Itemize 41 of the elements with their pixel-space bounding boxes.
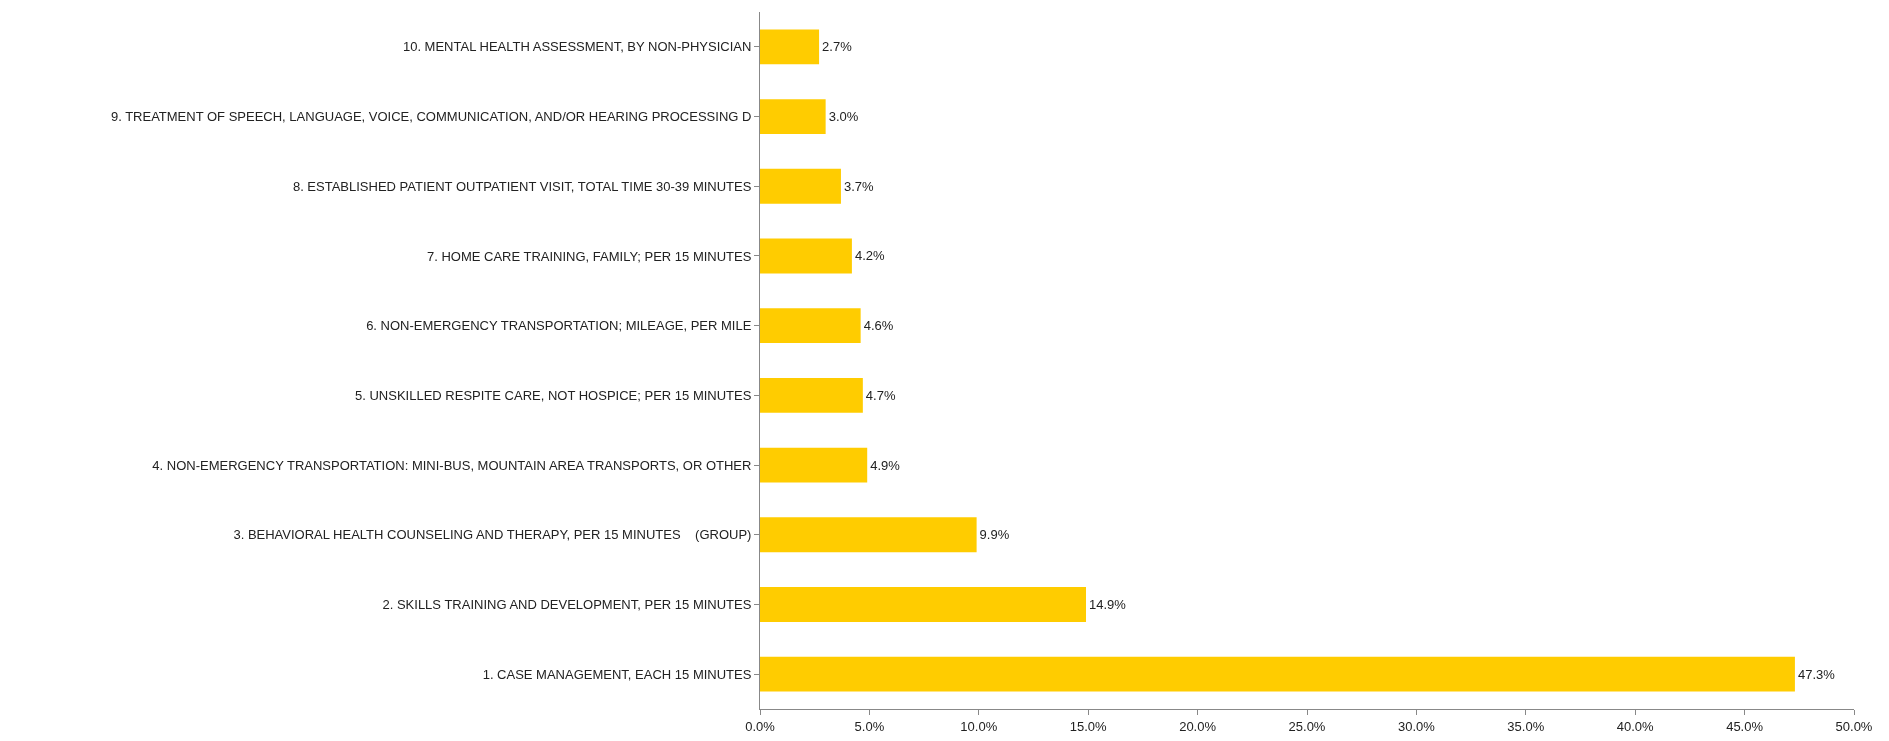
data-label: 2.7% xyxy=(822,39,853,55)
x-tick-label: 30.0% xyxy=(1397,718,1436,734)
x-tick-label: 10.0% xyxy=(960,718,998,734)
bar xyxy=(760,517,977,553)
y-tick-label: 4. NON-EMERGENCY TRANSPORTATION: MINI-BUS, MOUNTAIN AREA TRANSPORTS, OR OTHER xyxy=(152,457,752,473)
bar xyxy=(760,168,841,204)
bar xyxy=(760,447,868,483)
y-tick-label: 1. CASE MANAGEMENT, EACH 15 MINUTES xyxy=(482,666,752,682)
x-tick-label: 0.0% xyxy=(745,718,776,734)
data-label: 4.6% xyxy=(863,318,894,334)
x-tick-label: 50.0% xyxy=(1835,718,1873,734)
bar xyxy=(760,99,826,134)
data-label: 9.9% xyxy=(979,527,1010,543)
y-tick-label: 8. ESTABLISHED PATIENT OUTPATIENT VISIT, TOTAL TIME 30-39 MINUTES xyxy=(292,178,752,194)
data-label: 47.3% xyxy=(1797,666,1836,682)
y-tick-label: 10. MENTAL HEALTH ASSESSMENT, BY NON-PHYSICIAN xyxy=(402,39,752,55)
bar xyxy=(760,656,1795,692)
data-label: 3.7% xyxy=(843,178,875,194)
bar xyxy=(760,238,852,274)
data-label: 3.0% xyxy=(828,109,859,125)
bar xyxy=(760,308,861,344)
x-tick-label: 5.0% xyxy=(854,718,885,734)
y-tick-label: 9. TREATMENT OF SPEECH, LANGUAGE, VOICE, COMMUNICATION, AND/OR HEARING PROCESSING D xyxy=(110,109,752,125)
bar xyxy=(760,377,863,413)
y-tick-label: 7. HOME CARE TRAINING, FAMILY; PER 15 MINUTES xyxy=(426,248,752,264)
x-tick-label: 35.0% xyxy=(1507,718,1545,734)
x-tick-label: 20.0% xyxy=(1179,718,1217,734)
bar xyxy=(760,587,1087,622)
bar xyxy=(760,29,820,65)
x-tick-label: 15.0% xyxy=(1069,718,1108,734)
data-label: 4.7% xyxy=(865,387,896,403)
x-tick-label: 45.0% xyxy=(1726,718,1764,734)
data-label: 4.9% xyxy=(870,457,901,473)
y-tick-label: 6. NON-EMERGENCY TRANSPORTATION; MILEAGE, PER MILE xyxy=(366,318,752,334)
data-label: 4.2% xyxy=(854,248,885,264)
y-tick-label: 2. SKILLS TRAINING AND DEVELOPMENT, PER 15 MINUTES xyxy=(382,597,752,612)
y-tick-label: 3. BEHAVIORAL HEALTH COUNSELING AND THERAPY, PER 15 MINUTES (GROUP) xyxy=(233,527,752,543)
x-tick-label: 40.0% xyxy=(1616,718,1655,734)
data-label: 14.9% xyxy=(1089,596,1127,612)
y-tick-label: 5. UNSKILLED RESPITE CARE, NOT HOSPICE; PER 15 MINUTES xyxy=(355,387,752,403)
x-tick-label: 25.0% xyxy=(1288,718,1326,734)
